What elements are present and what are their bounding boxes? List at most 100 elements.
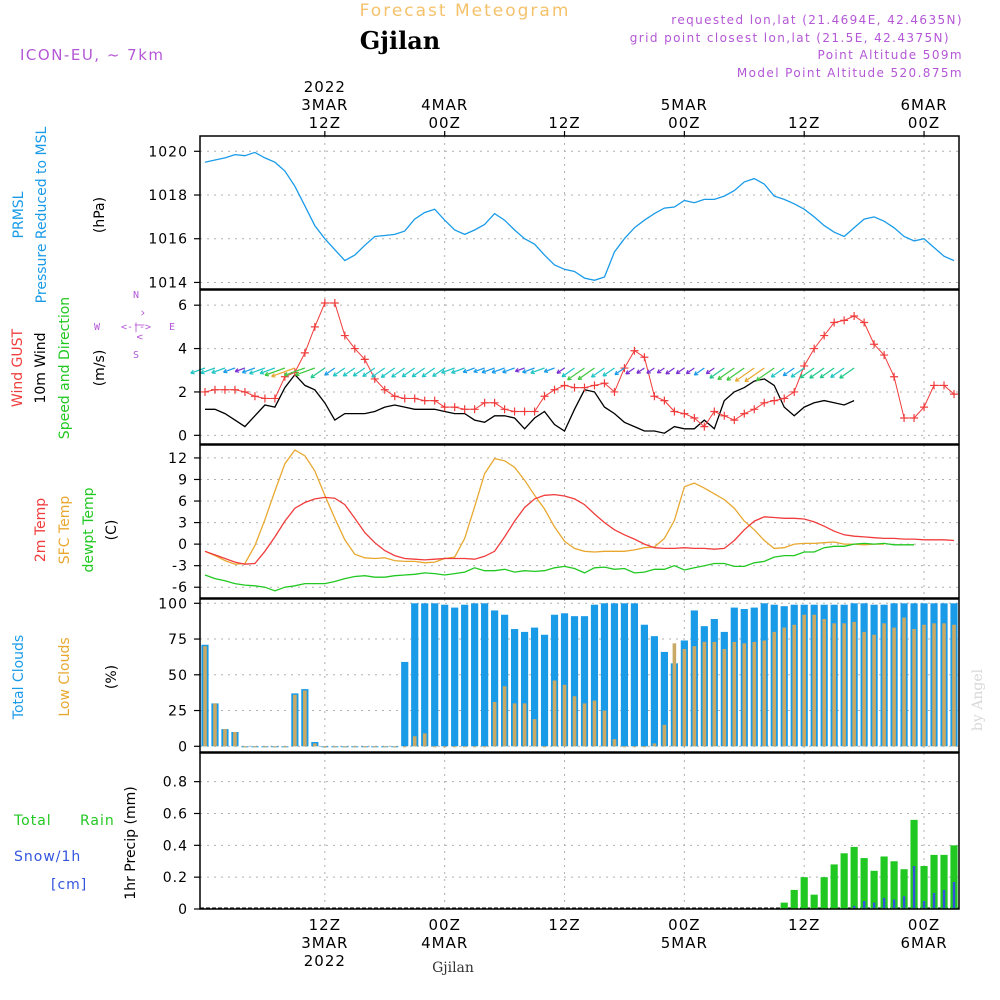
gust-marker xyxy=(380,385,389,394)
point-altitude: Point Altitude 509m xyxy=(817,48,963,62)
wind-direction-arrow xyxy=(432,367,446,377)
wind-arrow-head xyxy=(473,368,478,374)
temp-sfc-label: SFC Temp xyxy=(57,496,73,565)
wind-direction-arrow xyxy=(830,367,845,378)
pressure-line xyxy=(204,151,955,281)
wind-arrow-head xyxy=(391,373,396,378)
wind-arrow-head xyxy=(782,371,788,377)
low-cloud-bar xyxy=(782,627,787,747)
wind-arrow-head xyxy=(371,373,376,378)
gust-marker xyxy=(550,385,559,394)
low-cloud-bar xyxy=(742,643,747,747)
bottom-time-label: 4MAR xyxy=(421,934,468,952)
low-cloud-bar xyxy=(432,746,437,748)
bottom-time-label: 6MAR xyxy=(900,934,947,952)
wind-arrow-head xyxy=(665,370,670,375)
wind-arrow-head xyxy=(543,368,549,373)
gust-marker xyxy=(720,411,729,420)
wind-arrow-head xyxy=(625,370,630,375)
gust-marker xyxy=(560,381,569,390)
low-cloud-bar xyxy=(682,649,687,747)
wind-gust-label: Wind GUST xyxy=(10,328,26,407)
gust-marker xyxy=(390,392,399,401)
rain-bar xyxy=(880,856,888,909)
precip-panel: 0 0.2 0.4 0.6 0.8 xyxy=(163,752,960,918)
wind-direction-arrow xyxy=(352,367,366,377)
low-cloud-bar xyxy=(382,746,387,748)
total-cloud-bar xyxy=(550,614,559,747)
compass-e: E xyxy=(169,322,175,333)
total-cloud-bar xyxy=(421,603,429,747)
snow-bar xyxy=(912,866,916,909)
low-cloud-bar xyxy=(622,746,627,748)
wind-direction-arrow xyxy=(324,367,336,376)
gust-marker xyxy=(830,318,839,327)
footer-location: Gjilan xyxy=(432,960,474,976)
wind-arrow-head xyxy=(310,373,315,379)
gust-marker xyxy=(230,385,239,394)
wind-direction-arrow xyxy=(591,367,605,378)
gust-marker xyxy=(680,409,689,418)
top-time-label: 6MAR xyxy=(900,96,947,114)
gust-marker xyxy=(300,348,309,357)
wind-direction-arrow xyxy=(362,367,376,377)
wind-direction-arrow xyxy=(391,367,406,378)
wind-direction-arrow xyxy=(473,367,485,373)
low-cloud-bar xyxy=(812,614,816,747)
low-cloud-bar xyxy=(502,686,507,747)
wind-gust-line xyxy=(204,302,955,428)
low-cloud-bar xyxy=(912,629,916,747)
gust-marker xyxy=(940,381,949,390)
bottom-time-label: 00Z xyxy=(668,916,700,934)
wind-direction-arrow xyxy=(717,367,735,380)
rain-bar xyxy=(840,853,848,909)
wind-direction-arrow xyxy=(770,367,785,378)
wind-arrow-head xyxy=(522,368,527,374)
low-cloud-bar xyxy=(832,623,836,747)
model-label: ICON-EU, ~ 7km xyxy=(20,46,165,64)
y-tick-label: 0 xyxy=(178,902,188,918)
wind-arrow-head xyxy=(362,372,367,377)
low-cloud-bar xyxy=(942,623,946,747)
wind-arrow-head xyxy=(491,369,497,374)
low-cloud-bar xyxy=(552,680,557,747)
low-cloud-bar xyxy=(802,614,807,747)
wind-arrow-head xyxy=(755,376,761,382)
compass-vertical: ^ | v xyxy=(134,310,145,340)
wind-direction-arrow xyxy=(726,367,745,381)
wind-direction-arrow xyxy=(249,367,266,375)
y-tick-label: 0.4 xyxy=(163,838,188,854)
gust-marker xyxy=(360,355,369,364)
wind-direction-arrow xyxy=(530,367,545,374)
gust-marker xyxy=(500,405,509,414)
total-cloud-bar xyxy=(590,604,599,747)
wind-arrow-head xyxy=(342,372,348,377)
y-tick-label: 75 xyxy=(168,632,188,648)
rain-bar xyxy=(850,846,858,909)
wind-direction-arrow xyxy=(756,367,775,381)
low-cloud-bar xyxy=(303,690,307,747)
total-cloud-bar xyxy=(650,636,658,747)
wind-arrow-head xyxy=(514,367,520,373)
low-cloud-bar xyxy=(412,736,417,747)
gust-marker xyxy=(270,394,279,403)
total-cloud-bar xyxy=(530,627,539,747)
wind-direction-arrow xyxy=(259,367,276,374)
low-cloud-bar xyxy=(702,641,707,747)
gust-marker xyxy=(740,409,749,418)
wind-direction-arrow xyxy=(735,367,755,382)
forecast-title: Forecast Meteogram xyxy=(360,1,571,21)
wind-arrow-head xyxy=(577,375,583,381)
panel-frame xyxy=(199,444,960,599)
wind-direction-arrow xyxy=(819,367,835,379)
total-cloud-bar xyxy=(491,610,499,747)
low-cloud-bar xyxy=(872,634,876,747)
model-altitude: Model Point Altitude 520.875m xyxy=(737,66,963,80)
temp-dewpt-label: dewpt Temp xyxy=(81,487,97,572)
low-cloud-bar xyxy=(732,641,737,747)
wind-arrow-head xyxy=(830,373,835,379)
temp-unit: (C) xyxy=(104,520,120,541)
wind-arrow-head xyxy=(709,374,714,379)
